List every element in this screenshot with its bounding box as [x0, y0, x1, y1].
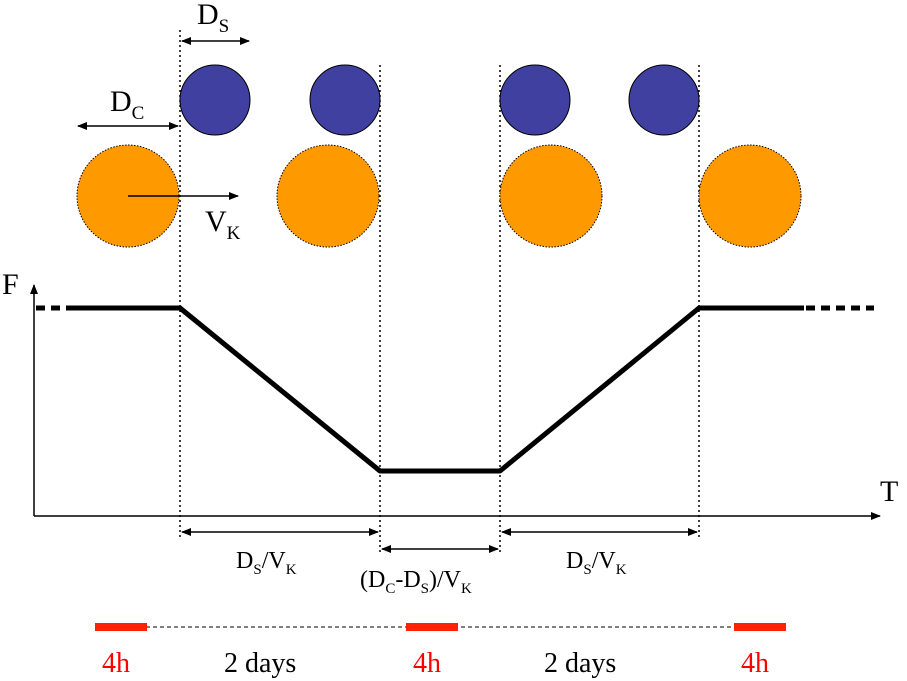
gap-label-2: 2 days — [544, 648, 616, 679]
observation-window-1 — [95, 623, 147, 631]
small-circles — [179, 64, 700, 136]
interval-label-3: DS/VK — [566, 548, 627, 578]
large-circles — [76, 144, 802, 248]
window-label-3: 4h — [741, 648, 769, 679]
vk-label: VK — [205, 205, 241, 244]
small-circle-4 — [628, 64, 700, 136]
window-label-1: 4h — [102, 648, 130, 679]
t-axis-label: T — [880, 475, 898, 508]
interval-label-2: (DC-DS)/VK — [360, 567, 472, 597]
observation-window-3 — [734, 623, 786, 631]
ds-label: DS — [197, 0, 229, 37]
large-circle-4 — [698, 144, 802, 248]
small-circle-2 — [309, 64, 381, 136]
guide-lines — [179, 30, 700, 555]
observation-window-2 — [406, 623, 458, 631]
f-axis-label: F — [2, 268, 19, 301]
interval-label-1: DS/VK — [236, 548, 297, 578]
small-circle-1 — [179, 64, 251, 136]
gap-label-1: 2 days — [224, 648, 296, 679]
flux-curve — [72, 305, 804, 474]
large-circle-3 — [499, 144, 603, 248]
small-circle-3 — [499, 64, 571, 136]
window-label-2: 4h — [413, 648, 441, 679]
large-circle-2 — [276, 144, 380, 248]
dc-label: DC — [110, 85, 144, 124]
